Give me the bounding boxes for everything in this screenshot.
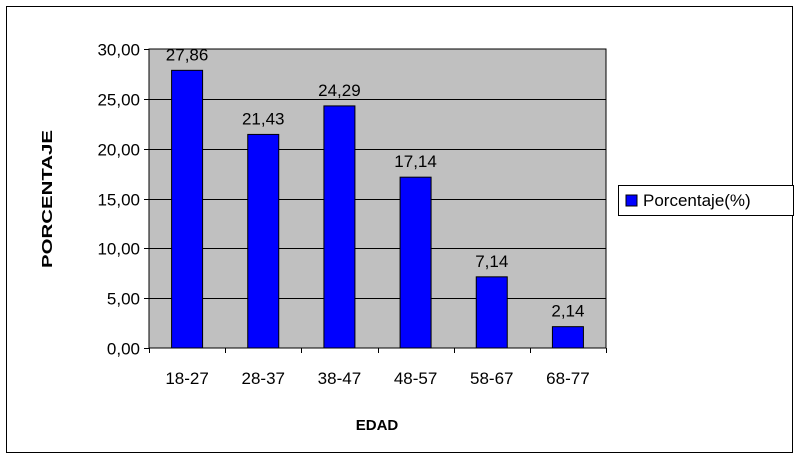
x-tick-label: 28-37 <box>242 369 285 388</box>
x-tick-label: 68-77 <box>546 369 589 388</box>
bar <box>551 326 584 349</box>
y-tick-label: 0,00 <box>107 340 140 359</box>
plot-area <box>148 48 607 349</box>
data-label: 21,43 <box>242 109 285 128</box>
bar <box>323 105 356 349</box>
y-tick-label: 10,00 <box>97 240 140 259</box>
x-axis: 18-27 28-37 38-47 48-57 58-67 68-77 <box>149 348 607 388</box>
legend-swatch <box>625 194 638 207</box>
y-tick-label: 20,00 <box>97 141 140 160</box>
bars <box>171 69 584 349</box>
legend-box <box>618 185 794 216</box>
y-tick-label: 25,00 <box>97 91 140 110</box>
x-tick-label: 38-47 <box>318 369 361 388</box>
y-axis-title: PORCENTAJE <box>39 130 56 268</box>
y-tick-label: 30,00 <box>97 41 140 60</box>
legend-label: Porcentaje(%) <box>643 191 751 210</box>
x-tick-label: 58-67 <box>470 369 513 388</box>
data-label: 17,14 <box>394 152 437 171</box>
bar <box>399 176 432 349</box>
data-label: 27,86 <box>166 45 209 64</box>
y-tick-label: 5,00 <box>107 290 140 309</box>
y-axis: 0,00 5,00 10,00 15,00 20,00 25,00 30,00 <box>97 41 149 359</box>
bar <box>475 276 508 349</box>
gridlines <box>149 99 606 299</box>
x-axis-title: EDAD <box>356 417 399 434</box>
legend: Porcentaje(%) <box>618 185 794 216</box>
bar <box>247 133 280 349</box>
bar <box>171 69 204 349</box>
y-tick-label: 15,00 <box>97 191 140 210</box>
data-labels: 27,86 21,43 24,29 17,14 7,14 2,14 <box>166 45 585 320</box>
data-label: 24,29 <box>318 81 361 100</box>
data-label: 2,14 <box>551 302 584 321</box>
x-tick-label: 18-27 <box>165 369 208 388</box>
data-label: 7,14 <box>475 252 508 271</box>
x-tick-label: 48-57 <box>394 369 437 388</box>
